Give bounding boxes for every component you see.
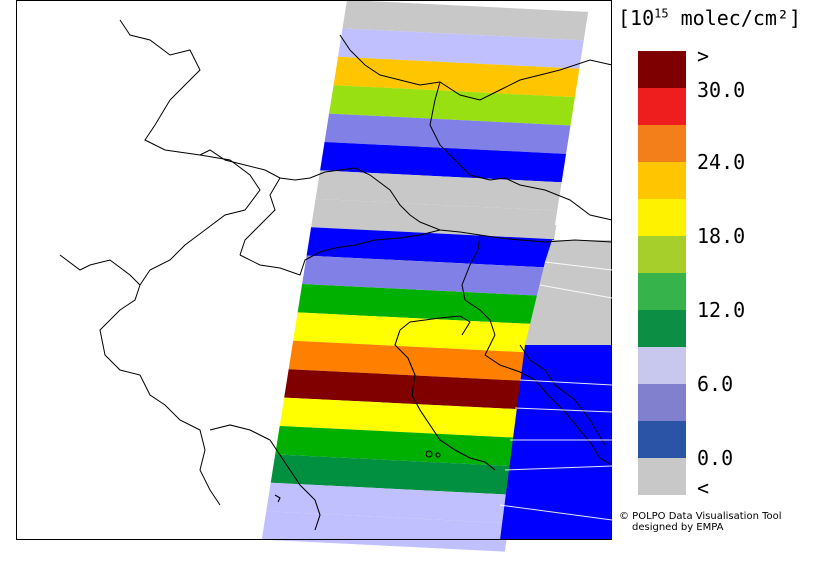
- swath-band: [266, 482, 514, 524]
- swath-scanlines: [499, 261, 613, 521]
- legend-swatch: [638, 310, 686, 347]
- legend-tick-label: 18.0: [697, 224, 746, 248]
- legend-tick-label: 24.0: [697, 150, 746, 174]
- country-borders: [59, 19, 613, 506]
- credit-text: © POLPO Data Visualisation Tool designed…: [619, 511, 782, 533]
- swath-band: [302, 255, 550, 296]
- legend-tick-label: 0.0: [697, 446, 734, 470]
- legend-tick-label: 6.0: [697, 372, 734, 396]
- legend-tick-label: >: [697, 44, 710, 68]
- swath-band: [275, 426, 523, 467]
- swath-band: [261, 511, 510, 552]
- swath-band: [284, 369, 532, 410]
- swath-band: [338, 28, 586, 69]
- legend-tick-label: 30.0: [697, 78, 746, 102]
- legend-swatch: [638, 199, 686, 236]
- legend-swatch: [638, 88, 686, 125]
- legend-swatch: [638, 162, 686, 199]
- coastline: [209, 329, 496, 531]
- swath-gaps: [500, 0, 612, 540]
- swath-band: [297, 284, 546, 325]
- swath-band: [279, 397, 528, 438]
- legend-swatch: [638, 347, 686, 384]
- legend-unit-label: [1015 molec/cm²]: [618, 6, 802, 30]
- credit-line-2: designed by EMPA: [632, 522, 724, 533]
- legend-swatch: [638, 51, 686, 88]
- swath-band: [288, 340, 537, 382]
- swath-band: [333, 56, 582, 98]
- legend-tick-label: 12.0: [697, 298, 746, 322]
- swath-band: [342, 0, 590, 41]
- legend-swatch: [638, 125, 686, 162]
- swath-band: [270, 454, 519, 495]
- legend-swatch: [638, 273, 686, 310]
- legend-swatch: [638, 458, 686, 495]
- swath-band: [293, 312, 541, 353]
- swath-band: [324, 113, 573, 154]
- legend-swatch: [638, 236, 686, 273]
- credit-line-1: © POLPO Data Visualisation Tool: [619, 511, 782, 522]
- swath-band: [329, 85, 577, 126]
- legend-swatch: [638, 384, 686, 421]
- swath-band: [311, 198, 559, 240]
- legend-swatch: [638, 421, 686, 458]
- satellite-swath: [261, 0, 590, 552]
- legend-color-scale: [638, 51, 686, 495]
- swath-band: [320, 142, 568, 183]
- legend-tick-label: <: [697, 476, 710, 500]
